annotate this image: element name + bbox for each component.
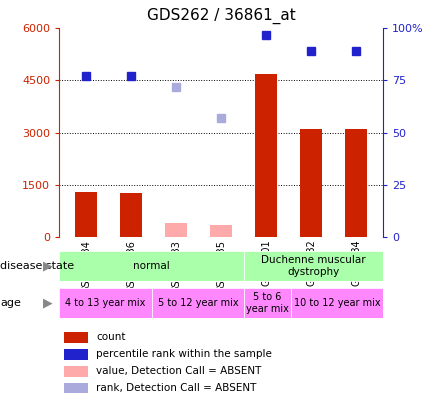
Text: ▶: ▶ <box>43 296 53 309</box>
Text: value, Detection Call = ABSENT: value, Detection Call = ABSENT <box>96 366 262 376</box>
Text: 4 to 13 year mix: 4 to 13 year mix <box>65 298 145 308</box>
Text: Duchenne muscular
dystrophy: Duchenne muscular dystrophy <box>261 256 366 277</box>
Bar <box>120 194 142 237</box>
Bar <box>64 383 88 394</box>
Text: ▶: ▶ <box>43 260 53 273</box>
Text: 5 to 12 year mix: 5 to 12 year mix <box>158 298 238 308</box>
Bar <box>64 366 88 377</box>
Text: age: age <box>0 298 21 308</box>
Text: 5 to 6
year mix: 5 to 6 year mix <box>246 292 289 313</box>
Text: rank, Detection Call = ABSENT: rank, Detection Call = ABSENT <box>96 383 257 393</box>
Bar <box>64 349 88 360</box>
Text: count: count <box>96 332 126 342</box>
Text: percentile rank within the sample: percentile rank within the sample <box>96 349 272 359</box>
Bar <box>300 129 322 237</box>
Bar <box>255 74 277 237</box>
Text: normal: normal <box>133 261 170 271</box>
Title: GDS262 / 36861_at: GDS262 / 36861_at <box>147 8 296 24</box>
Bar <box>165 223 187 237</box>
Bar <box>64 332 88 343</box>
Bar <box>345 129 367 237</box>
Bar <box>210 225 233 237</box>
Text: 10 to 12 year mix: 10 to 12 year mix <box>293 298 380 308</box>
Bar <box>75 192 97 237</box>
Text: disease state: disease state <box>0 261 74 271</box>
